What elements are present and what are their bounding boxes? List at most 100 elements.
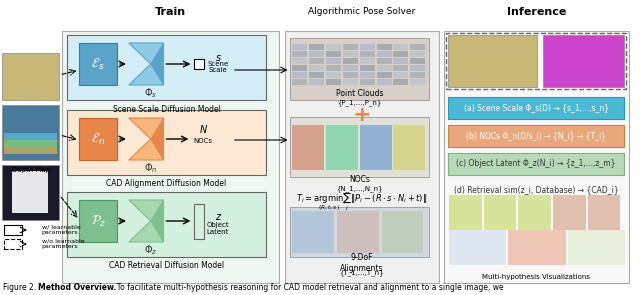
Bar	[4, 239, 22, 249]
Bar	[292, 51, 307, 57]
Text: Algorithmic Pose Solver: Algorithmic Pose Solver	[308, 7, 415, 17]
Bar	[4, 147, 58, 154]
Text: $\Phi_s$: $\Phi_s$	[144, 86, 157, 100]
Bar	[309, 65, 324, 71]
Bar	[410, 65, 425, 71]
Bar	[285, 31, 439, 283]
Text: Object
Latent: Object Latent	[207, 222, 229, 235]
Bar	[568, 230, 625, 265]
Bar	[326, 125, 358, 170]
Bar	[343, 72, 358, 78]
Bar	[410, 44, 425, 50]
Bar	[444, 31, 629, 283]
Text: $\mathcal{E}_n$: $\mathcal{E}_n$	[91, 132, 105, 147]
Bar	[394, 44, 408, 50]
Bar	[292, 125, 324, 170]
Bar	[508, 230, 566, 265]
Bar	[343, 44, 358, 50]
Bar	[448, 153, 625, 175]
Bar	[2, 105, 60, 160]
Bar	[4, 225, 22, 235]
Bar	[12, 171, 47, 213]
Text: Depth Map: Depth Map	[12, 167, 50, 173]
Bar	[292, 58, 307, 64]
Bar	[360, 79, 374, 85]
Text: Train: Train	[155, 7, 186, 17]
Bar	[448, 97, 625, 119]
Bar	[67, 192, 266, 257]
Bar	[292, 79, 307, 85]
Bar	[292, 211, 334, 253]
Text: (c) Object Latent Φ_z(N_i) → {z_1,...,z_m}: (c) Object Latent Φ_z(N_i) → {z_1,...,z_…	[456, 160, 616, 168]
Polygon shape	[150, 200, 164, 242]
Bar	[449, 230, 506, 265]
Bar	[4, 133, 58, 140]
Text: $T_i = \underset{(R,t,s)}{\mathrm{argmin}}\sum_i\|P_i - (R \cdot s \cdot N_i + t: $T_i = \underset{(R,t,s)}{\mathrm{argmin…	[296, 191, 428, 213]
Text: Scene Scale Diffusion Model: Scene Scale Diffusion Model	[113, 104, 220, 114]
Bar	[291, 207, 429, 257]
Bar	[377, 79, 392, 85]
Bar	[292, 72, 307, 78]
Bar	[588, 195, 620, 230]
Bar	[381, 211, 423, 253]
Bar	[394, 72, 408, 78]
Bar	[195, 59, 204, 69]
Bar	[377, 44, 392, 50]
Bar	[484, 195, 516, 230]
Bar	[326, 58, 341, 64]
Text: 9-DoF
Alignments: 9-DoF Alignments	[340, 253, 383, 273]
Text: CAD Retrieval Diffusion Model: CAD Retrieval Diffusion Model	[109, 260, 224, 270]
Text: $\Phi_z$: $\Phi_z$	[144, 243, 157, 257]
Text: Figure 2.: Figure 2.	[3, 283, 41, 291]
Bar	[360, 51, 374, 57]
Bar	[195, 204, 204, 239]
Bar	[343, 79, 358, 85]
Bar	[410, 79, 425, 85]
Bar	[326, 51, 341, 57]
Bar	[2, 53, 60, 100]
Text: $\Phi_n$: $\Phi_n$	[144, 161, 157, 175]
Text: {P_1,...,P_n}: {P_1,...,P_n}	[338, 100, 382, 106]
Polygon shape	[129, 43, 164, 85]
Text: Inference: Inference	[506, 7, 566, 17]
Bar	[326, 72, 341, 78]
Bar	[360, 125, 392, 170]
Bar	[326, 79, 341, 85]
Bar	[449, 195, 482, 230]
Polygon shape	[150, 118, 164, 160]
Bar	[79, 43, 117, 85]
Bar	[67, 35, 266, 100]
Text: $\mathcal{E}_s$: $\mathcal{E}_s$	[92, 56, 105, 72]
Text: Scene
Scale: Scene Scale	[207, 60, 228, 73]
Bar	[326, 65, 341, 71]
Polygon shape	[129, 200, 164, 242]
Bar	[309, 72, 324, 78]
Bar	[343, 58, 358, 64]
Bar	[309, 79, 324, 85]
Text: To facilitate multi-hypothesis reasoning for CAD model retrieval and alignment t: To facilitate multi-hypothesis reasoning…	[112, 283, 504, 291]
Bar	[360, 72, 374, 78]
Text: NOCs: NOCs	[349, 176, 370, 184]
Text: NOCs: NOCs	[194, 138, 212, 144]
Text: w/ learnable
parameters: w/ learnable parameters	[42, 224, 81, 235]
Bar	[292, 65, 307, 71]
Text: Multi-hypothesis Visualizations: Multi-hypothesis Visualizations	[482, 274, 590, 280]
Bar	[360, 44, 374, 50]
Bar	[337, 211, 379, 253]
Bar	[394, 58, 408, 64]
Bar	[360, 58, 374, 64]
Bar	[518, 195, 551, 230]
Text: $\mathcal{P}_z$: $\mathcal{P}_z$	[90, 214, 106, 229]
Bar	[291, 117, 429, 177]
Text: {N_1,...,N_n}: {N_1,...,N_n}	[337, 186, 383, 192]
Bar	[410, 72, 425, 78]
Bar	[377, 51, 392, 57]
Bar	[4, 140, 58, 147]
Bar	[67, 110, 266, 175]
Polygon shape	[129, 118, 164, 160]
Bar	[309, 51, 324, 57]
Text: (b) NOCs Φ_n(D/s_i) → {N_i} → {T_i}: (b) NOCs Φ_n(D/s_i) → {N_i} → {T_i}	[466, 132, 606, 140]
Text: s: s	[216, 53, 221, 63]
Bar	[360, 65, 374, 71]
Text: {T_1,...,T_n}: {T_1,...,T_n}	[339, 270, 384, 276]
